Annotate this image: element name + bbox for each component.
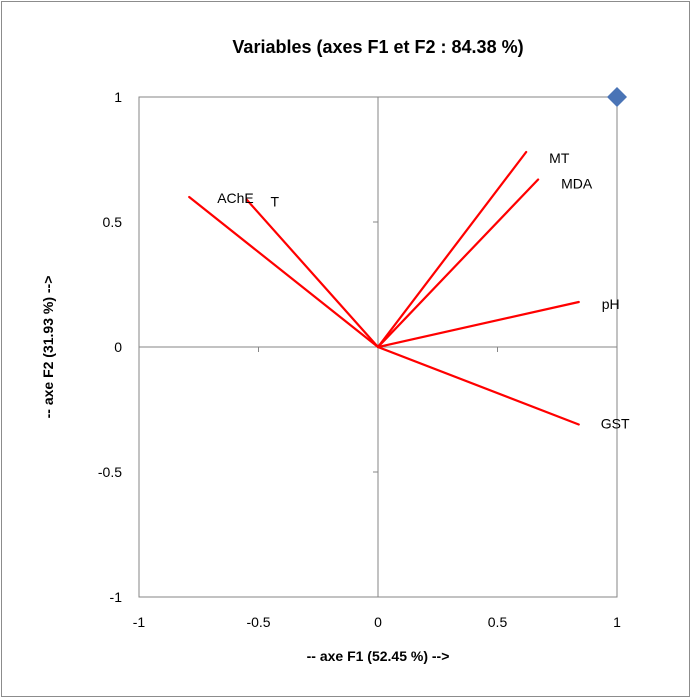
x-tick-label: -1 — [133, 614, 146, 630]
y-tick-label: 1 — [114, 89, 122, 105]
variable-labels: AChE T MT MDA pH GST — [217, 150, 630, 432]
vector-label-ache: AChE — [217, 190, 254, 206]
vector-gst — [376, 345, 580, 426]
vector-label-gst: GST — [601, 416, 630, 432]
y-tick-label: 0 — [114, 339, 122, 355]
x-tick-label: 0 — [374, 614, 382, 630]
x-axis-label: -- axe F1 (52.45 %) --> — [307, 648, 450, 664]
axis-ticks: -1 -0.5 0 0.5 1 -1 -0.5 0 0.5 1 — [98, 89, 621, 630]
vector-ph — [376, 300, 580, 349]
y-tick-label: 0.5 — [103, 214, 123, 230]
vector-t — [245, 198, 380, 349]
x-tick-label: 1 — [613, 614, 621, 630]
data-points — [607, 87, 627, 107]
vector-mda — [376, 178, 540, 349]
vector-label-mda: MDA — [561, 176, 593, 192]
y-axis-label: -- axe F2 (31.93 %) --> — [40, 276, 56, 419]
x-tick-label: -0.5 — [246, 614, 270, 630]
y-tick-label: -1 — [110, 589, 123, 605]
x-tick-label: 0.5 — [488, 614, 508, 630]
variable-vectors — [188, 150, 580, 426]
data-point — [607, 87, 627, 107]
chart-title: Variables (axes F1 et F2 : 84.38 %) — [232, 37, 523, 57]
vector-label-t: T — [271, 194, 280, 210]
y-tick-label: -0.5 — [98, 464, 122, 480]
vector-mt — [376, 150, 528, 349]
vector-label-ph: pH — [602, 296, 620, 312]
vector-label-mt: MT — [549, 150, 570, 166]
vector-ache — [188, 195, 380, 349]
